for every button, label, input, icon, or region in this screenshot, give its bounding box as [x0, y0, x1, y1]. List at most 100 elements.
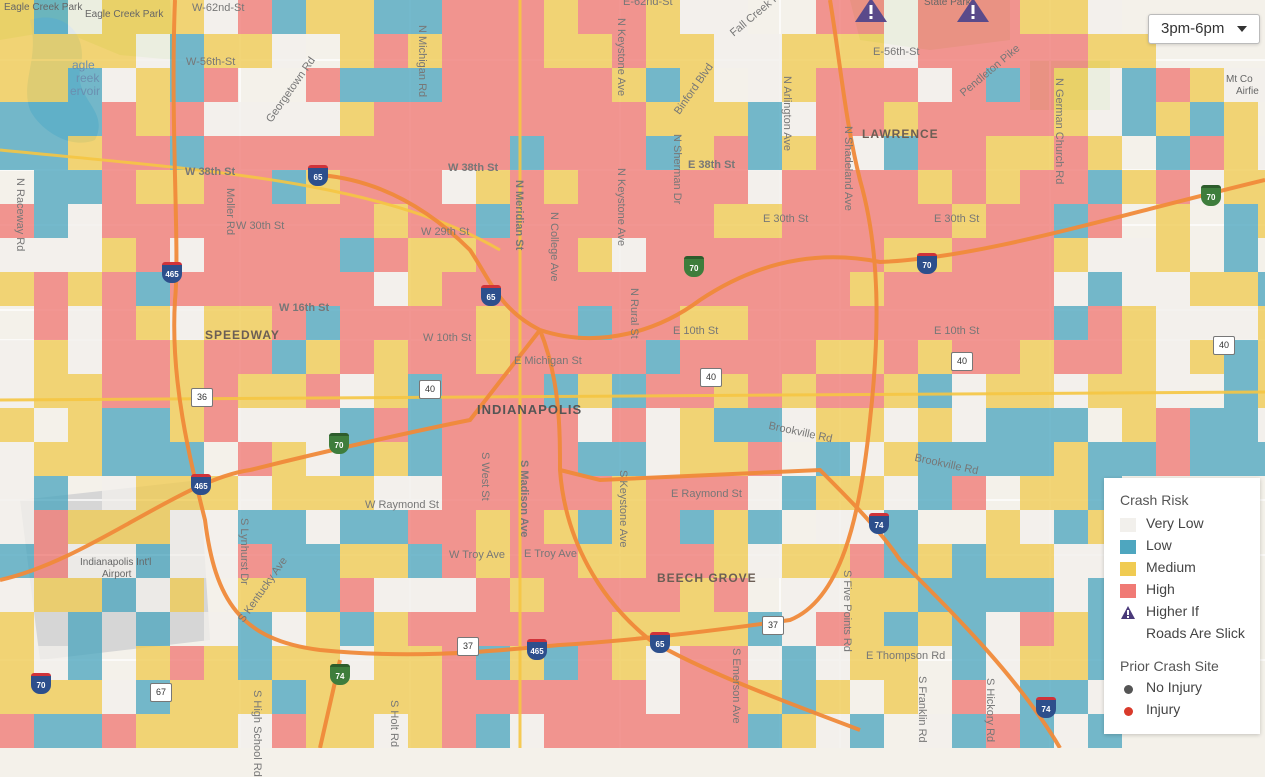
risk-cell	[442, 238, 476, 272]
risk-cell	[306, 340, 340, 374]
risk-cell	[1054, 34, 1088, 68]
risk-cell	[578, 136, 612, 170]
risk-cell	[850, 68, 884, 102]
risk-cell	[374, 306, 408, 340]
risk-cell	[1258, 306, 1265, 340]
risk-cell	[918, 170, 952, 204]
risk-cell	[680, 0, 714, 34]
risk-cell	[782, 374, 816, 408]
legend-label: Medium	[1146, 559, 1196, 575]
risk-cell	[34, 340, 68, 374]
risk-cell	[714, 170, 748, 204]
risk-cell	[782, 204, 816, 238]
risk-cell	[0, 34, 34, 68]
road-label-s-hickory: S Hickory Rd	[984, 678, 996, 743]
risk-cell	[612, 408, 646, 442]
risk-cell	[1224, 272, 1258, 306]
risk-cell	[952, 136, 986, 170]
risk-cell	[646, 578, 680, 612]
risk-cell	[714, 578, 748, 612]
risk-cell	[1156, 340, 1190, 374]
risk-cell	[34, 0, 68, 34]
risk-cell	[238, 646, 272, 680]
risk-cell	[272, 680, 306, 714]
risk-cell	[170, 680, 204, 714]
risk-cell	[680, 714, 714, 748]
risk-cell	[170, 510, 204, 544]
risk-cell	[340, 34, 374, 68]
risk-cell	[68, 340, 102, 374]
road-label-n-raceway: N Raceway Rd	[14, 178, 26, 252]
risk-cell	[544, 204, 578, 238]
risk-cell	[306, 68, 340, 102]
road-label-s-franklin: S Franklin Rd	[916, 676, 928, 743]
slick-warning-icon[interactable]	[853, 0, 889, 24]
risk-cell	[1258, 204, 1265, 238]
risk-cell	[0, 374, 34, 408]
risk-cell	[816, 408, 850, 442]
risk-cell	[408, 306, 442, 340]
risk-cell	[748, 544, 782, 578]
risk-cell	[306, 578, 340, 612]
risk-cell	[136, 170, 170, 204]
risk-cell	[1156, 408, 1190, 442]
city-label-beech-grove: BEECH GROVE	[657, 571, 757, 585]
risk-cell	[442, 204, 476, 238]
risk-cell	[510, 204, 544, 238]
risk-cell	[340, 578, 374, 612]
risk-cell	[850, 578, 884, 612]
risk-cell	[680, 510, 714, 544]
slick-warning-icon[interactable]	[955, 0, 991, 24]
risk-cell	[680, 578, 714, 612]
risk-cell	[612, 272, 646, 306]
risk-cell	[340, 272, 374, 306]
i465-shield: 465	[191, 474, 211, 495]
road-label-s-west: S West St	[479, 452, 491, 501]
risk-cell	[544, 238, 578, 272]
risk-cell	[578, 102, 612, 136]
legend-title-prior-crash: Prior Crash Site	[1120, 658, 1219, 674]
risk-cell	[34, 374, 68, 408]
risk-cell	[204, 340, 238, 374]
risk-cell	[884, 476, 918, 510]
risk-cell	[884, 510, 918, 544]
risk-cell	[918, 34, 952, 68]
risk-cell	[272, 306, 306, 340]
risk-cell	[612, 340, 646, 374]
risk-cell	[850, 646, 884, 680]
us37-marker: 37	[457, 637, 479, 656]
risk-cell	[204, 646, 238, 680]
risk-cell	[578, 442, 612, 476]
risk-cell	[884, 442, 918, 476]
risk-cell	[408, 578, 442, 612]
risk-cell	[816, 272, 850, 306]
risk-cell	[476, 68, 510, 102]
mt-comfort-label-2: Airfie	[1236, 86, 1259, 97]
risk-cell	[68, 0, 102, 34]
risk-cell	[374, 578, 408, 612]
risk-cell	[612, 0, 646, 34]
risk-cell	[102, 408, 136, 442]
risk-cell	[918, 306, 952, 340]
risk-cell	[884, 340, 918, 374]
risk-cell	[408, 102, 442, 136]
risk-cell	[0, 476, 34, 510]
slick-warning-icon	[1121, 606, 1135, 619]
risk-cell	[952, 714, 986, 748]
risk-cell	[1088, 340, 1122, 374]
risk-cell	[340, 544, 374, 578]
legend-label: Higher If	[1146, 603, 1199, 619]
time-range-dropdown[interactable]: 3pm-6pm	[1148, 14, 1260, 44]
risk-cell	[272, 0, 306, 34]
us36-marker: 36	[191, 388, 213, 407]
risk-cell	[1020, 374, 1054, 408]
risk-cell	[1224, 442, 1258, 476]
risk-cell	[782, 68, 816, 102]
risk-cell	[748, 510, 782, 544]
risk-cell	[238, 102, 272, 136]
risk-cell	[476, 680, 510, 714]
risk-cell	[1088, 374, 1122, 408]
i70-shield: 70	[917, 253, 937, 274]
risk-cell	[0, 714, 34, 748]
